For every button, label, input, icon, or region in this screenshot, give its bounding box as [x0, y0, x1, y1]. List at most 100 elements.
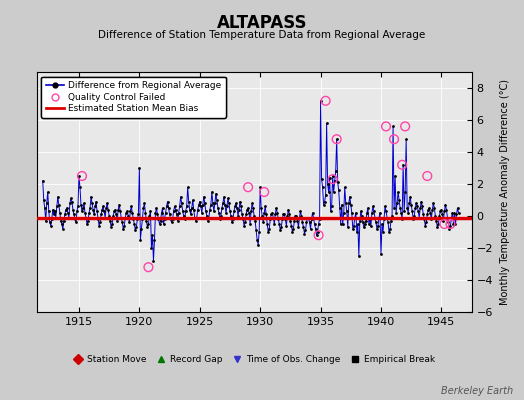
Point: [318, 176, 326, 182]
Point: [401, 189, 409, 195]
Point: [108, 221, 116, 227]
Point: [321, 98, 330, 104]
Point: [367, 222, 375, 229]
Point: [49, 206, 57, 213]
Point: [132, 224, 140, 230]
Point: [106, 218, 114, 224]
Point: [217, 213, 225, 219]
Point: [170, 203, 179, 210]
Point: [152, 205, 161, 211]
Point: [200, 194, 208, 200]
Point: [432, 218, 441, 224]
Point: [47, 222, 55, 229]
Point: [74, 203, 82, 210]
Point: [313, 229, 322, 235]
Point: [440, 221, 449, 227]
Point: [434, 221, 443, 227]
Point: [156, 218, 165, 224]
Point: [271, 211, 279, 218]
Point: [294, 224, 303, 230]
Point: [325, 174, 334, 181]
Point: [154, 216, 162, 222]
Point: [333, 136, 341, 142]
Point: [226, 208, 234, 214]
Point: [305, 219, 314, 226]
Point: [231, 203, 239, 210]
Point: [427, 216, 435, 222]
Point: [282, 222, 290, 229]
Point: [110, 208, 118, 214]
Point: [248, 200, 256, 206]
Point: [148, 232, 157, 238]
Point: [289, 226, 298, 232]
Point: [398, 162, 406, 168]
Point: [358, 219, 367, 226]
Point: [118, 219, 126, 226]
Point: [131, 227, 139, 234]
Point: [61, 211, 69, 218]
Point: [452, 211, 461, 218]
Point: [453, 205, 462, 211]
Point: [258, 213, 266, 219]
Point: [68, 198, 76, 205]
Point: [56, 210, 64, 216]
Point: [300, 230, 309, 237]
Point: [82, 214, 90, 221]
Point: [416, 205, 424, 211]
Point: [369, 203, 377, 210]
Point: [390, 136, 398, 142]
Point: [205, 214, 213, 221]
Point: [113, 218, 122, 224]
Point: [384, 219, 392, 226]
Point: [379, 229, 387, 235]
Point: [326, 208, 335, 214]
Point: [364, 205, 372, 211]
Point: [189, 197, 197, 203]
Point: [89, 206, 97, 213]
Point: [352, 210, 360, 216]
Point: [244, 205, 252, 211]
Point: [154, 211, 162, 218]
Point: [224, 195, 232, 202]
Point: [157, 210, 166, 216]
Point: [274, 216, 282, 222]
Point: [179, 208, 187, 214]
Point: [145, 213, 154, 219]
Point: [283, 213, 291, 219]
Point: [87, 194, 95, 200]
Legend: Difference from Regional Average, Quality Control Failed, Estimated Station Mean: Difference from Regional Average, Qualit…: [41, 76, 226, 118]
Point: [182, 203, 191, 210]
Point: [220, 194, 228, 200]
Point: [348, 226, 357, 232]
Point: [442, 206, 451, 213]
Point: [346, 202, 355, 208]
Point: [347, 210, 356, 216]
Point: [91, 203, 99, 210]
Point: [446, 222, 455, 229]
Point: [423, 173, 431, 179]
Point: [219, 200, 227, 206]
Point: [174, 210, 183, 216]
Point: [335, 205, 344, 211]
Point: [376, 210, 384, 216]
Point: [290, 218, 299, 224]
Point: [144, 264, 152, 270]
Point: [333, 179, 342, 186]
Point: [128, 210, 137, 216]
Point: [59, 226, 67, 232]
Point: [329, 173, 337, 179]
Point: [441, 202, 450, 208]
Point: [438, 211, 446, 218]
Point: [215, 210, 223, 216]
Point: [287, 222, 296, 229]
Point: [198, 210, 206, 216]
Point: [332, 168, 340, 174]
Point: [311, 226, 320, 232]
Point: [277, 224, 286, 230]
Point: [298, 219, 307, 226]
Point: [403, 205, 411, 211]
Point: [102, 205, 111, 211]
Point: [139, 205, 148, 211]
Point: [243, 206, 252, 213]
Point: [402, 136, 410, 142]
